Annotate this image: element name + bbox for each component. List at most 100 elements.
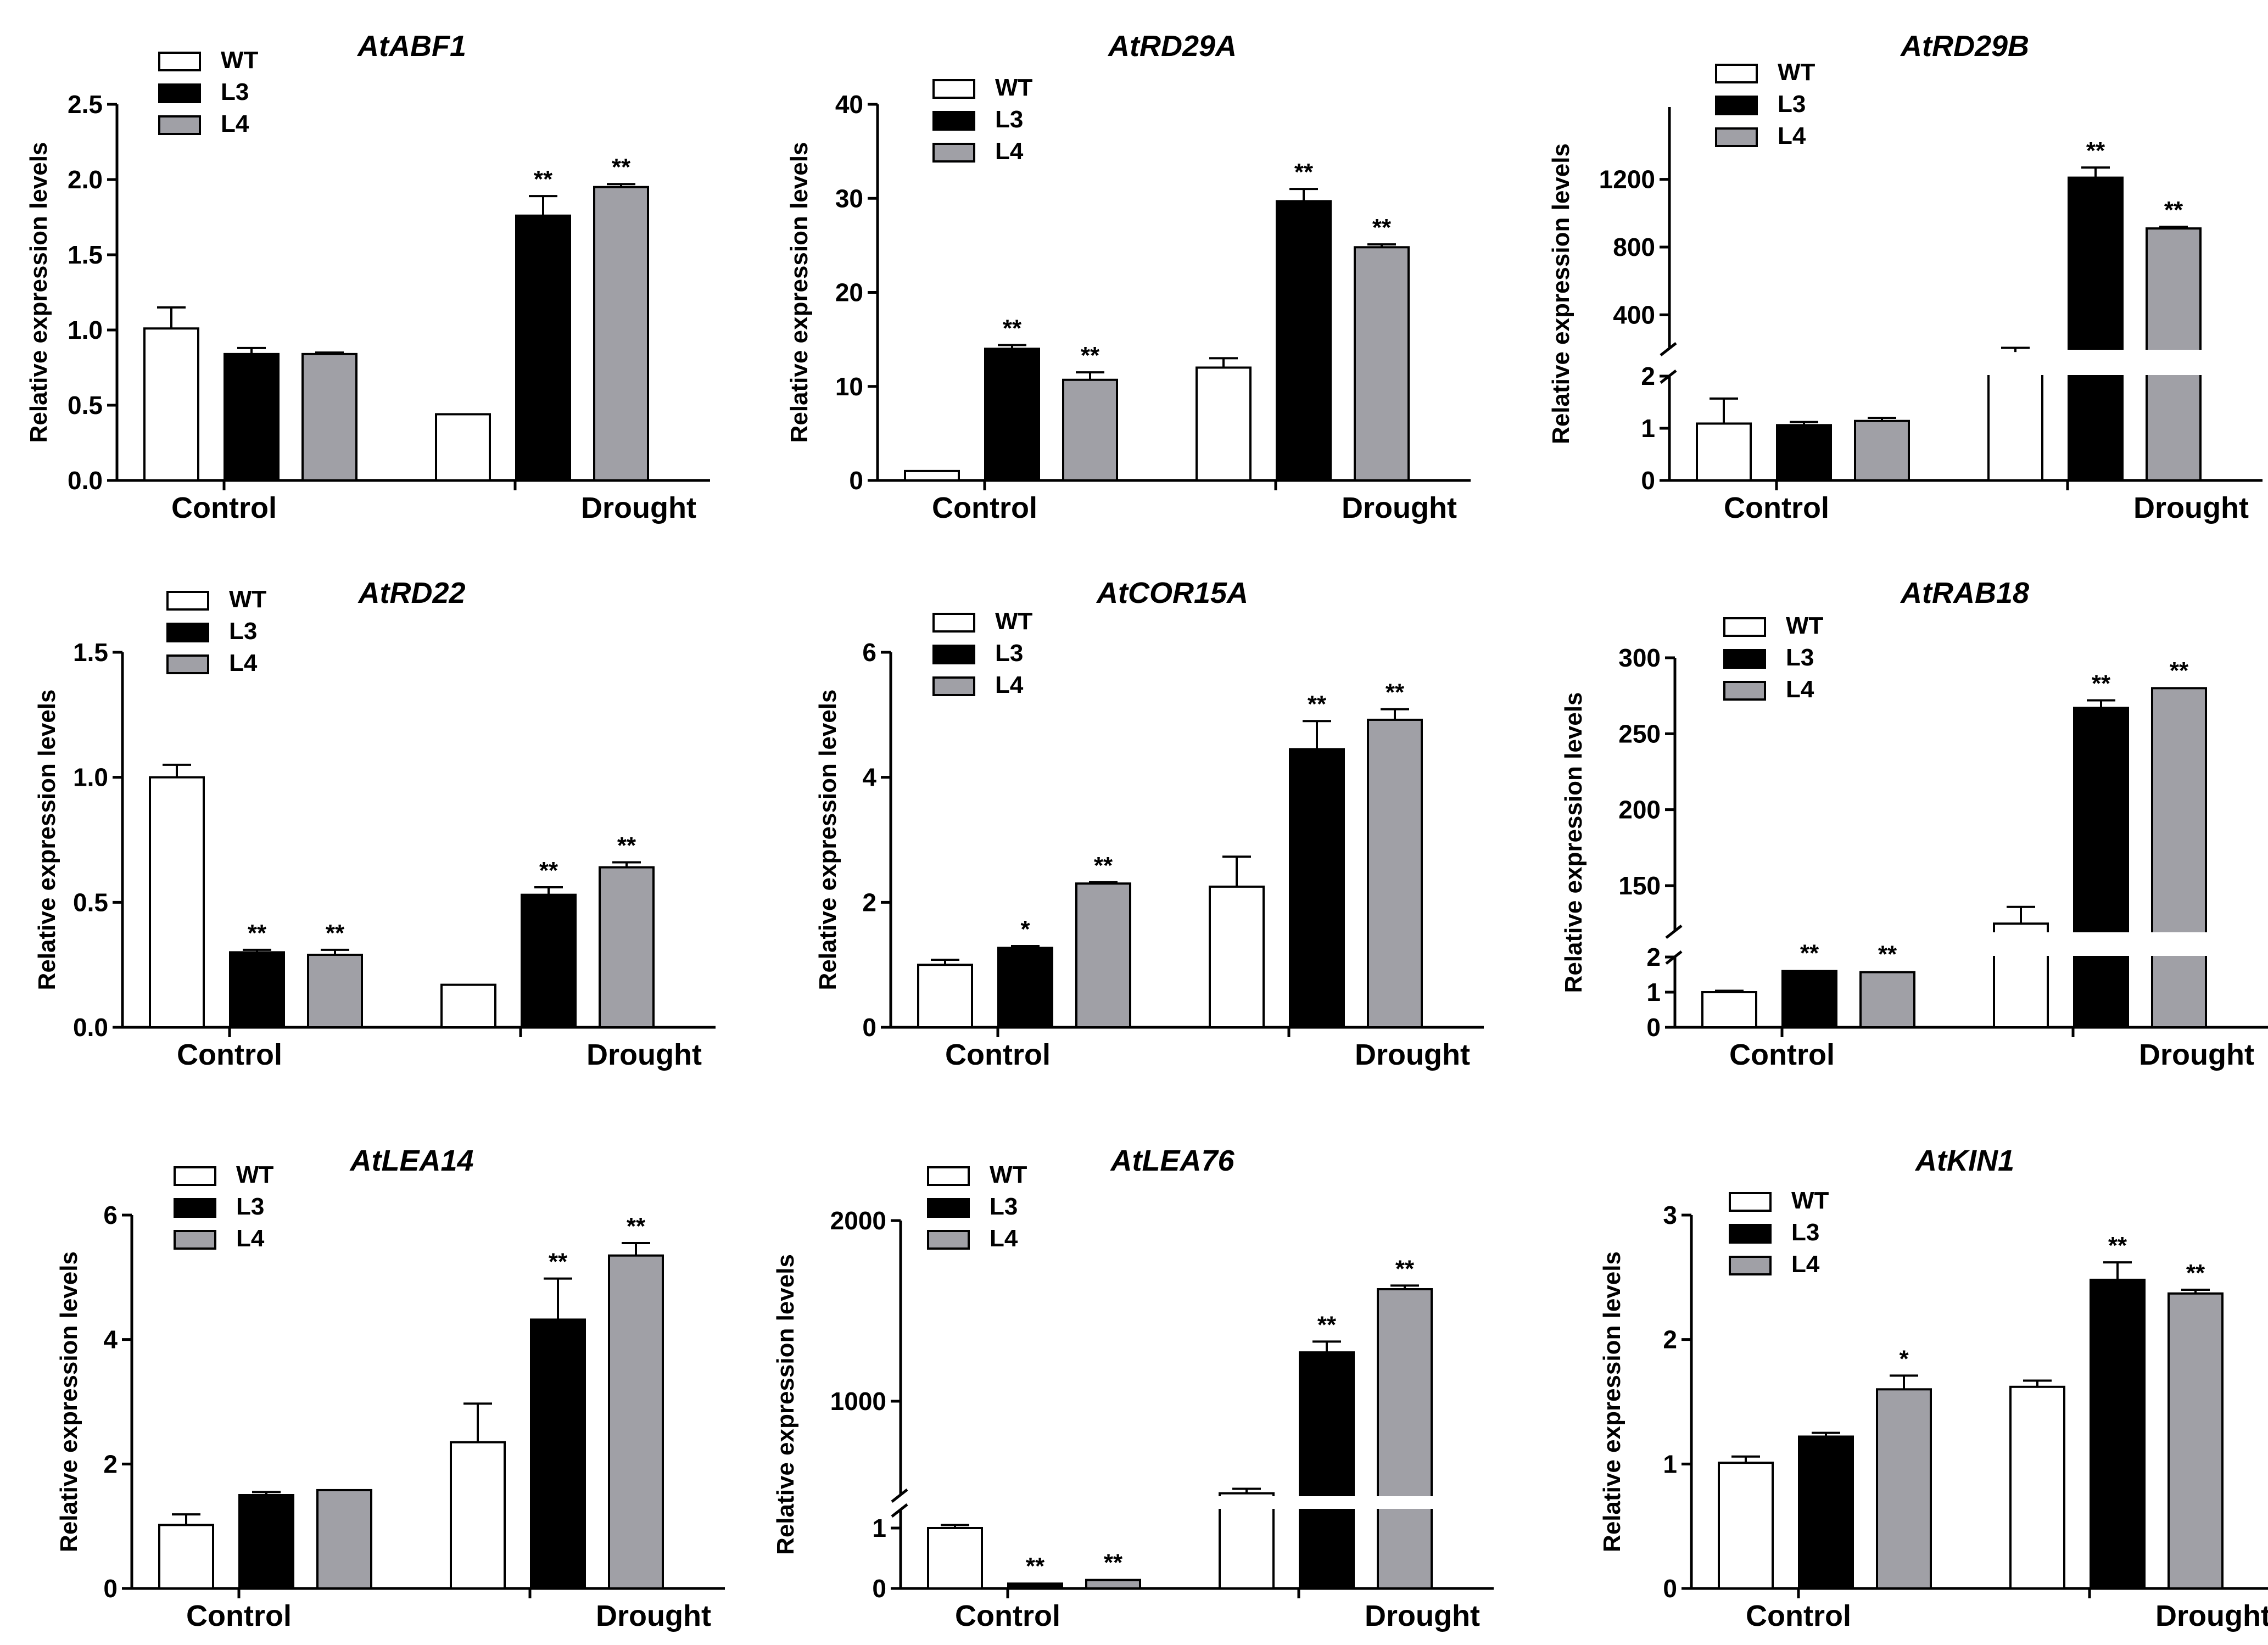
y-tick-label: 4 <box>103 1325 118 1354</box>
y-tick-label: 0 <box>1663 1574 1677 1603</box>
x-tick-label: Drought <box>1342 491 1457 524</box>
legend-label: L4 <box>229 650 258 676</box>
y-tick-label: 2 <box>103 1450 118 1478</box>
y-tick-label: 1 <box>1646 978 1661 1006</box>
chart-panel-1: AtABF1 Relative expression levels 0.0 0.5 1.… <box>25 30 710 524</box>
significance-label: ** <box>549 1249 568 1275</box>
legend-label: L3 <box>229 618 257 645</box>
legend-swatch-l4 <box>1715 127 1758 147</box>
bar-wt <box>450 1441 506 1590</box>
bar-l3 <box>1289 748 1345 1028</box>
y-tick-label: 6 <box>862 638 876 667</box>
legend-label: WT <box>1791 1187 1829 1214</box>
legend-label: L4 <box>221 110 249 137</box>
y-tick-label: 2 <box>1663 1325 1677 1354</box>
significance-label: ** <box>1081 342 1100 369</box>
y-tick-label: 300 <box>1618 644 1661 672</box>
bar-l4 <box>1876 1388 1932 1590</box>
bar-break-gap <box>1298 1496 1356 1509</box>
legend-label: L3 <box>1778 91 1806 118</box>
y-tick-label: 1.0 <box>68 316 103 344</box>
y-tick-label: 0.0 <box>68 466 103 495</box>
y-tick-label: 1.5 <box>73 638 108 667</box>
bar-wt <box>435 413 491 482</box>
y-tick-label: 1000 <box>830 1387 886 1415</box>
y-tick-label: 0.5 <box>68 391 103 419</box>
legend-swatch-l3 <box>158 83 201 103</box>
x-tick-label: Control <box>1746 1599 1851 1632</box>
bar-l3 <box>515 214 571 482</box>
legend-swatch-l4 <box>174 1230 216 1250</box>
significance-label: ** <box>1104 1549 1123 1576</box>
bar-l4 <box>1859 971 1915 1029</box>
x-tick-label: Drought <box>586 1038 702 1071</box>
y-tick-label: 2 <box>862 888 876 916</box>
legend-label: WT <box>995 74 1033 101</box>
chart-panel-4: AtRD22 Relative expression levels 0.0 0.5 1.… <box>33 577 716 1071</box>
x-tick-label: Drought <box>2133 491 2249 524</box>
legend-label: L4 <box>995 138 1024 165</box>
axis-break-mark <box>891 1489 908 1503</box>
y-tick-label: 2 <box>1641 362 1655 390</box>
significance-label: ** <box>1395 1255 1415 1282</box>
chart-title: AtRD22 <box>357 577 465 609</box>
legend-label: WT <box>1786 612 1824 639</box>
y-axis-label: Relative expression levels <box>25 142 52 443</box>
x-tick-label: Drought <box>2155 1599 2268 1632</box>
bar-l4 <box>2151 687 2207 1029</box>
chart-title: AtKIN1 <box>1914 1144 2014 1177</box>
bar-l4 <box>1354 246 1410 482</box>
significance-label: ** <box>1386 679 1405 706</box>
legend-swatch-l4 <box>1723 681 1766 701</box>
bar-wt <box>904 469 960 482</box>
y-tick-label: 1200 <box>1599 165 1655 194</box>
bar-l4 <box>301 352 357 482</box>
legend-swatch-l3 <box>174 1198 216 1218</box>
legend-label: L3 <box>1786 644 1814 671</box>
bar-wt <box>1209 885 1265 1028</box>
significance-label: ** <box>627 1213 646 1240</box>
legend-swatch-l3 <box>932 111 975 131</box>
y-tick-label: 6 <box>103 1201 118 1229</box>
bar-l4 <box>1854 419 1910 482</box>
bar-l3 <box>238 1494 294 1590</box>
y-tick-label: 20 <box>835 278 863 307</box>
bar-break-gap <box>2066 350 2125 375</box>
y-axis-label: Relative expression levels <box>55 1251 82 1552</box>
y-tick-label: 2.0 <box>68 165 103 194</box>
x-tick-label: Drought <box>581 491 696 524</box>
legend-swatch-l4 <box>158 115 201 135</box>
significance-label: ** <box>1094 852 1113 879</box>
legend-swatch-wt <box>1723 617 1766 637</box>
legend-label: WT <box>995 608 1033 635</box>
y-tick-label: 0 <box>849 466 863 495</box>
bar-break-gap <box>1217 1496 1276 1509</box>
y-tick-label: 30 <box>835 184 863 212</box>
chart-title: AtRD29A <box>1107 30 1237 63</box>
legend-swatch-l4 <box>932 676 975 696</box>
y-tick-label: 400 <box>1613 300 1655 329</box>
bar-l3 <box>1276 200 1332 482</box>
chart-title: AtLEA14 <box>349 1144 473 1177</box>
chart-panel-5: AtCOR15A Relative expression levels 0 2 4 6 Co… <box>814 577 1484 1071</box>
axis-break-mark <box>891 1503 908 1518</box>
bar-wt <box>1718 1462 1774 1590</box>
legend-swatch-wt <box>158 52 201 71</box>
legend-label: L4 <box>995 672 1024 698</box>
bar-l3 <box>2090 1278 2146 1590</box>
significance-label: ** <box>1800 940 1819 967</box>
chart-panel-3: AtRD29B Relative expression levels 0 1 2 400 8… <box>1548 30 2263 524</box>
bar-l4 <box>1085 1579 1141 1590</box>
bar-l3 <box>2073 707 2129 1029</box>
bar-l3 <box>1007 1582 1063 1590</box>
bar-l3 <box>521 893 577 1028</box>
legend-swatch-wt <box>174 1166 216 1186</box>
y-tick-label: 0 <box>1641 466 1655 495</box>
legend: WT L3 L4 <box>166 586 267 676</box>
legend-label: L4 <box>990 1225 1018 1252</box>
y-tick-label: 1.5 <box>68 240 103 269</box>
legend-swatch-l4 <box>932 143 975 163</box>
x-tick-label: Drought <box>596 1599 711 1632</box>
legend: WT L3 L4 <box>927 1161 1027 1252</box>
significance-label: ** <box>539 857 558 884</box>
